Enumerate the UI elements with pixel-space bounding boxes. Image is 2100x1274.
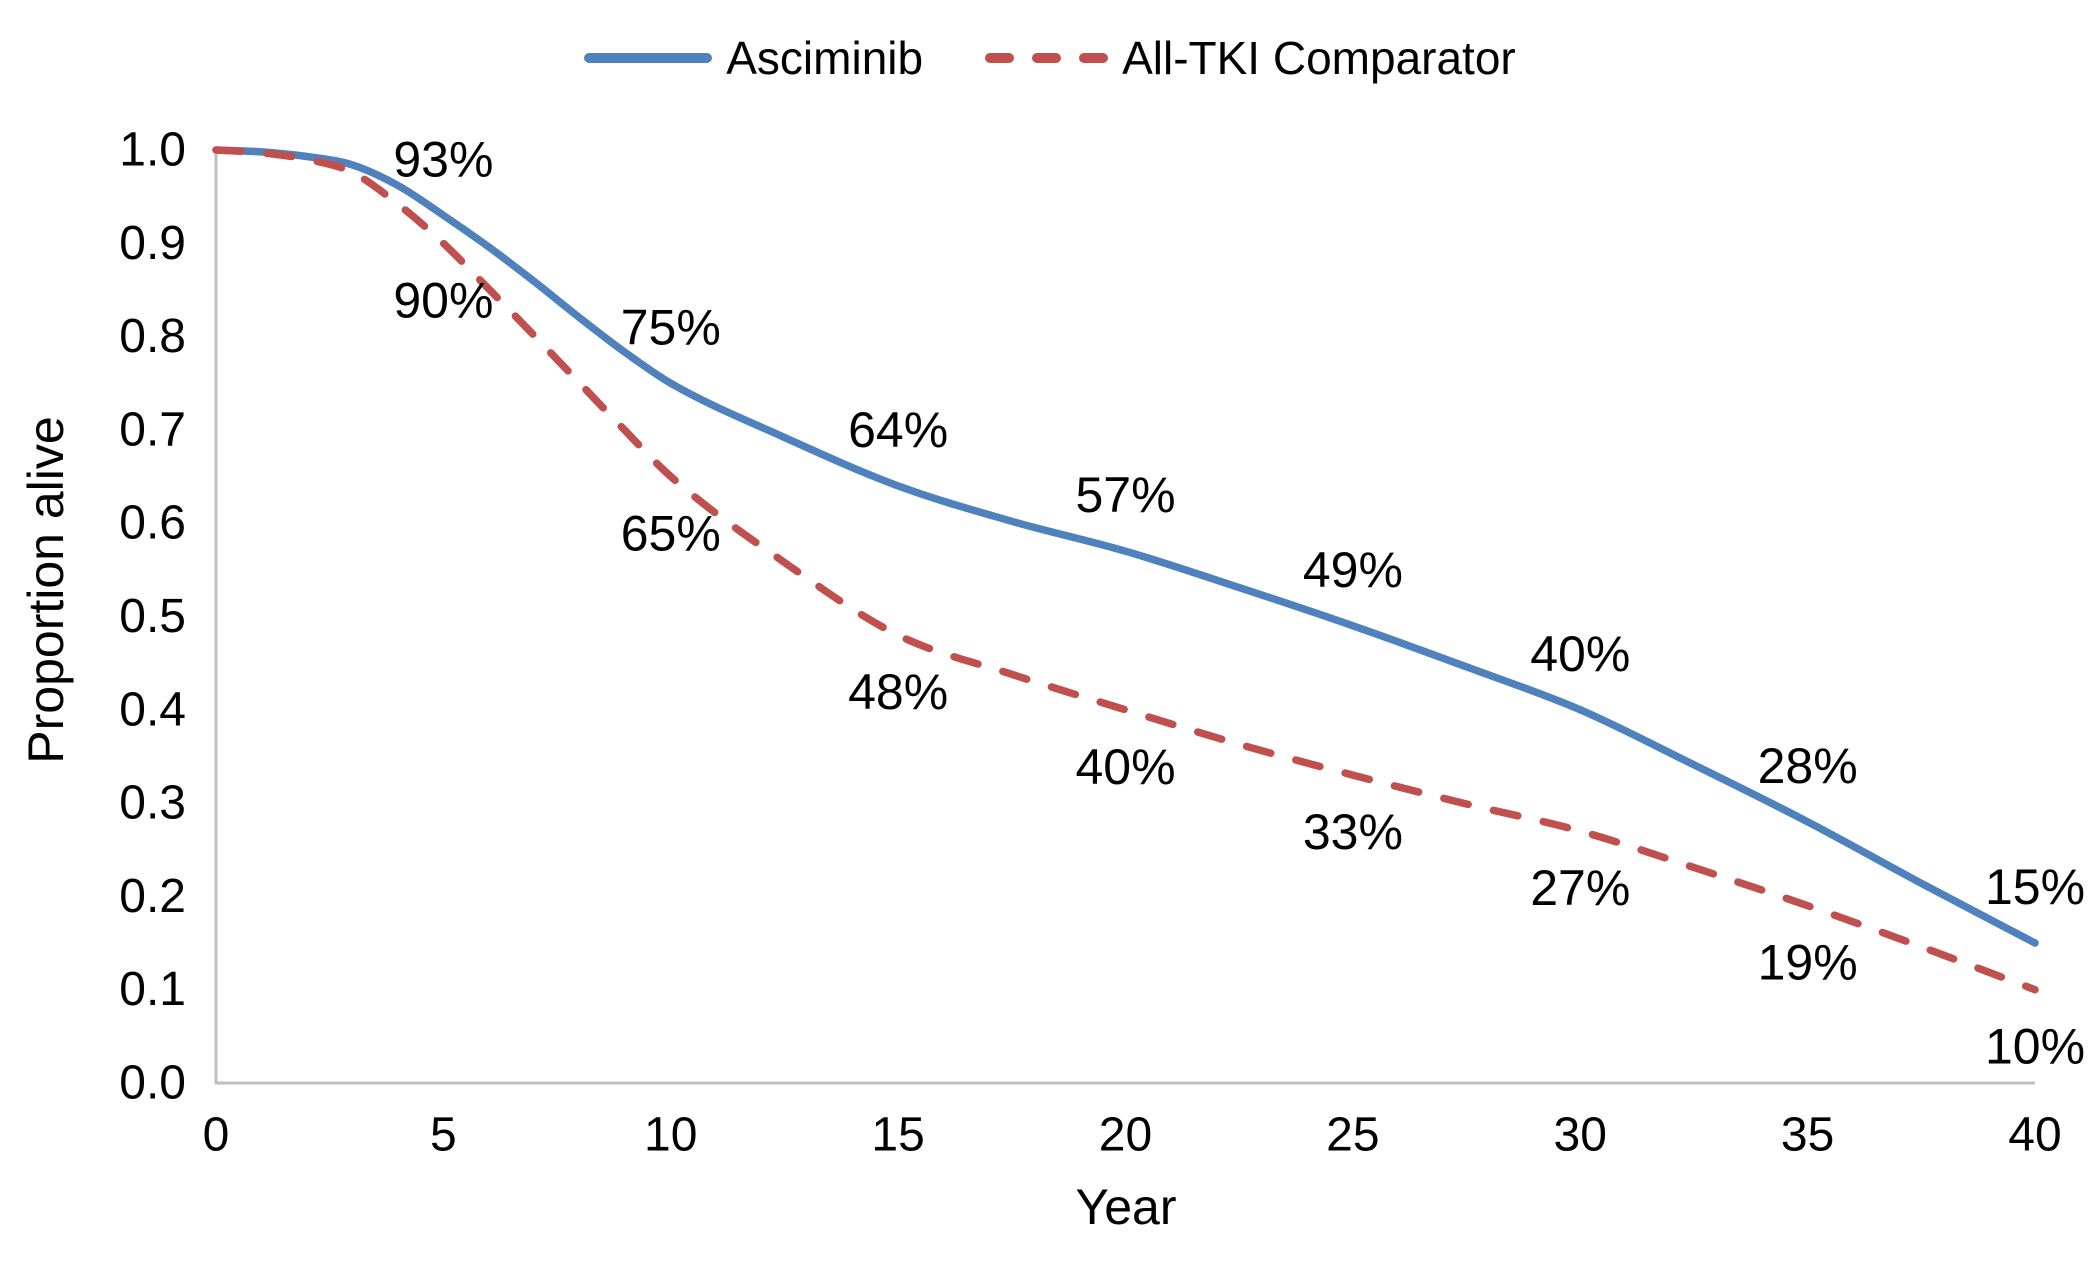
data-label: 65% xyxy=(621,506,721,562)
legend-item-asciminib: Asciminib xyxy=(584,35,923,81)
y-tick-label: 0.3 xyxy=(119,777,186,830)
y-tick-label: 0.5 xyxy=(119,590,186,643)
axes-layer: 0.0 0.1 0.2 0.3 0.4 0.5 0.6 0.7 0.8 0.9 1.0 0 5 10 15 2… xyxy=(119,124,2061,1162)
data-label: 27% xyxy=(1530,860,1630,916)
data-labels-layer: 93% 75% 64% 57% 49% 40% 28% 15% 90% 65% 48% 40% 33% 2… xyxy=(393,131,2085,1074)
legend-item-comparator: All-TKI Comparator xyxy=(985,35,1516,81)
y-tick-label: 0.8 xyxy=(119,310,186,363)
y-tick-label: 0.6 xyxy=(119,497,186,550)
x-tick-label: 30 xyxy=(1554,1109,1607,1162)
y-tick-label: 1.0 xyxy=(119,124,186,177)
x-tick-label: 0 xyxy=(203,1109,230,1162)
data-label: 33% xyxy=(1303,804,1403,860)
x-tick-label: 25 xyxy=(1326,1109,1379,1162)
comparator-line-swatch xyxy=(985,53,1109,63)
y-tick-label: 0.4 xyxy=(119,683,186,736)
comparator-curve xyxy=(212,146,2039,994)
data-label: 64% xyxy=(848,402,948,458)
data-label: 10% xyxy=(1985,1019,2085,1075)
data-label: 19% xyxy=(1758,935,1858,991)
data-label: 48% xyxy=(848,664,948,720)
y-tick-label: 0.0 xyxy=(119,1057,186,1110)
data-label: 15% xyxy=(1985,859,2085,915)
asciminib-line-swatch xyxy=(584,53,713,63)
data-label: 28% xyxy=(1758,738,1858,794)
data-label: 93% xyxy=(393,131,493,187)
x-tick-label: 10 xyxy=(644,1109,697,1162)
chart-legend: Asciminib All-TKI Comparator xyxy=(0,26,2100,90)
data-label: 90% xyxy=(393,272,493,328)
data-label: 40% xyxy=(1530,626,1630,682)
legend-label-asciminib: Asciminib xyxy=(726,32,924,84)
y-tick-label: 0.1 xyxy=(119,963,186,1016)
axis-lines xyxy=(214,150,2035,1085)
data-label: 49% xyxy=(1303,542,1403,598)
x-tick-label: 40 xyxy=(2008,1109,2061,1162)
y-axis-title: Proportion alive xyxy=(18,416,74,763)
x-tick-label: 15 xyxy=(871,1109,924,1162)
x-tick-label: 20 xyxy=(1099,1109,1152,1162)
data-label: 57% xyxy=(1075,467,1175,523)
asciminib-curve xyxy=(212,146,2039,947)
y-tick-label: 0.2 xyxy=(119,870,186,923)
series-layer xyxy=(212,146,2039,994)
data-label: 75% xyxy=(621,299,721,355)
y-tick-label: 0.9 xyxy=(119,217,186,270)
data-label: 40% xyxy=(1075,739,1175,795)
x-axis-title: Year xyxy=(1075,1179,1176,1235)
x-tick-label: 5 xyxy=(430,1109,457,1162)
y-tick-label: 0.7 xyxy=(119,403,186,456)
legend-label-comparator: All-TKI Comparator xyxy=(1122,32,1516,84)
x-tick-label: 35 xyxy=(1781,1109,1834,1162)
